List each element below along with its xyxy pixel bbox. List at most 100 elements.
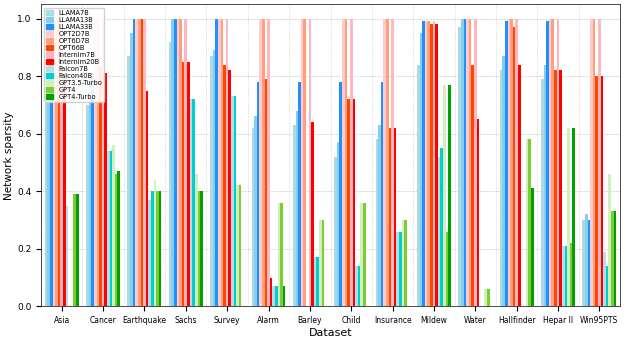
- Bar: [446, 232, 448, 306]
- Bar: [567, 128, 570, 306]
- Bar: [505, 22, 508, 306]
- Bar: [146, 91, 148, 306]
- Bar: [198, 191, 200, 306]
- Bar: [433, 22, 435, 306]
- Bar: [378, 125, 381, 306]
- Bar: [153, 180, 156, 306]
- Bar: [355, 266, 357, 306]
- Bar: [309, 18, 311, 306]
- Bar: [543, 65, 546, 306]
- Bar: [213, 50, 215, 306]
- Bar: [228, 70, 231, 306]
- Bar: [270, 278, 272, 306]
- Bar: [190, 99, 192, 306]
- Bar: [159, 191, 162, 306]
- Bar: [314, 258, 316, 306]
- Bar: [233, 96, 236, 306]
- Bar: [428, 22, 430, 306]
- Bar: [298, 82, 300, 306]
- Bar: [156, 191, 159, 306]
- Bar: [350, 18, 352, 306]
- Bar: [448, 85, 451, 306]
- Bar: [347, 99, 350, 306]
- Bar: [293, 125, 295, 306]
- Bar: [601, 76, 603, 306]
- Bar: [231, 96, 233, 306]
- Bar: [215, 18, 218, 306]
- Bar: [112, 145, 115, 306]
- Bar: [603, 252, 606, 306]
- Bar: [319, 220, 322, 306]
- Bar: [352, 99, 355, 306]
- Bar: [169, 42, 172, 306]
- Bar: [210, 56, 213, 306]
- Bar: [50, 18, 53, 306]
- Bar: [541, 79, 543, 306]
- Bar: [435, 24, 438, 306]
- Legend: LLAMA7B, LLAMA13B, LLAMA33B, OPT2D7B, OPT6D7B, OPT66B, Internim7B, Internim20B, : LLAMA7B, LLAMA13B, LLAMA33B, OPT2D7B, OP…: [44, 8, 105, 102]
- Bar: [91, 73, 94, 306]
- Bar: [223, 65, 226, 306]
- Bar: [554, 70, 557, 306]
- Bar: [396, 232, 399, 306]
- Bar: [63, 73, 66, 306]
- Bar: [110, 151, 112, 306]
- Bar: [565, 246, 567, 306]
- Bar: [89, 73, 91, 306]
- Bar: [182, 62, 185, 306]
- Bar: [337, 142, 339, 306]
- Bar: [422, 22, 425, 306]
- Bar: [572, 128, 575, 306]
- Bar: [404, 220, 407, 306]
- Bar: [334, 157, 337, 306]
- Bar: [128, 56, 130, 306]
- Bar: [130, 33, 133, 306]
- Bar: [381, 82, 384, 306]
- Bar: [185, 18, 187, 306]
- Bar: [386, 18, 389, 306]
- Bar: [461, 18, 463, 306]
- Bar: [500, 70, 502, 306]
- Bar: [316, 258, 319, 306]
- Bar: [220, 18, 223, 306]
- Bar: [557, 18, 559, 306]
- Bar: [218, 18, 220, 306]
- Bar: [469, 18, 471, 306]
- Bar: [430, 24, 433, 306]
- Bar: [593, 18, 595, 306]
- Bar: [115, 174, 118, 306]
- X-axis label: Dataset: Dataset: [309, 328, 352, 338]
- Bar: [61, 18, 63, 306]
- Bar: [608, 174, 611, 306]
- Bar: [502, 56, 505, 306]
- Bar: [192, 99, 195, 306]
- Bar: [531, 188, 533, 306]
- Bar: [257, 82, 259, 306]
- Bar: [94, 18, 96, 306]
- Bar: [391, 18, 394, 306]
- Bar: [419, 33, 422, 306]
- Bar: [272, 286, 275, 306]
- Bar: [267, 18, 270, 306]
- Bar: [582, 220, 585, 306]
- Bar: [179, 18, 182, 306]
- Bar: [595, 76, 598, 306]
- Bar: [510, 18, 513, 306]
- Bar: [118, 171, 120, 306]
- Bar: [133, 18, 135, 306]
- Bar: [590, 18, 593, 306]
- Bar: [151, 191, 153, 306]
- Bar: [86, 105, 89, 306]
- Bar: [138, 18, 140, 306]
- Bar: [102, 18, 105, 306]
- Bar: [471, 65, 474, 306]
- Bar: [526, 140, 528, 306]
- Bar: [295, 111, 298, 306]
- Bar: [394, 128, 396, 306]
- Bar: [278, 203, 280, 306]
- Bar: [254, 116, 257, 306]
- Bar: [275, 286, 278, 306]
- Bar: [200, 191, 203, 306]
- Bar: [177, 18, 179, 306]
- Bar: [96, 18, 99, 306]
